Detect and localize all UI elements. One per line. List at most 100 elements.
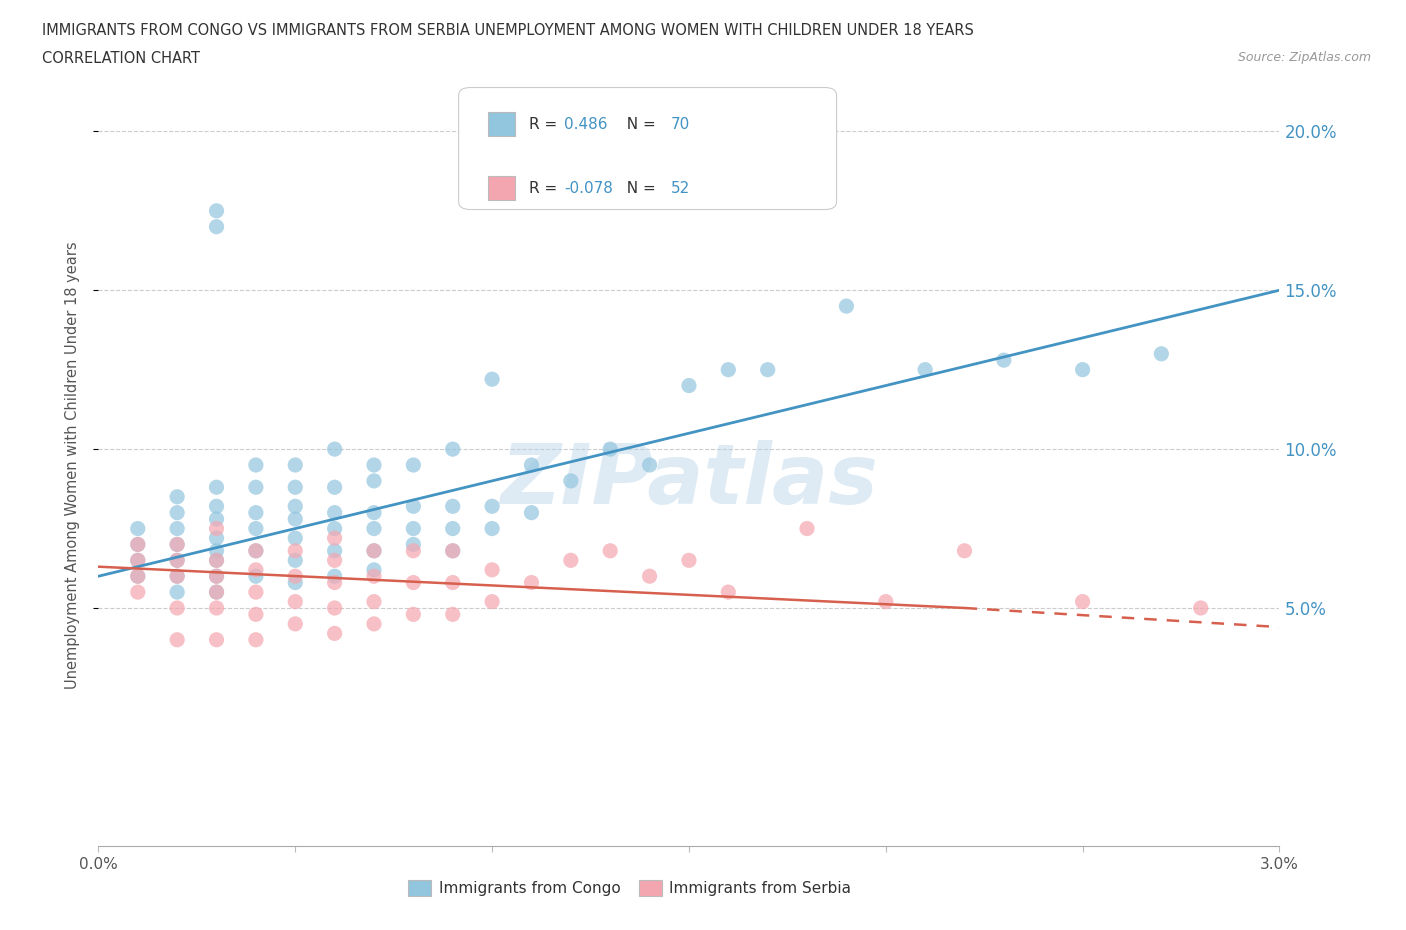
Point [323,505,346,520]
Point [245,569,267,584]
Point [323,601,346,616]
Point [127,553,149,568]
Point [323,626,346,641]
Text: R =: R = [529,116,562,132]
Point [363,569,385,584]
Point [363,505,385,520]
Point [402,498,425,513]
Point [323,569,346,584]
Point [717,585,740,600]
Point [402,607,425,622]
Point [245,585,267,600]
Point [127,537,149,551]
Point [402,543,425,558]
Text: 52: 52 [671,180,690,195]
Point [441,575,464,590]
Point [323,543,346,558]
Point [284,531,307,546]
Point [166,553,188,568]
Point [127,569,149,584]
Point [127,569,149,584]
Point [323,480,346,495]
Point [284,543,307,558]
Point [245,543,267,558]
Point [323,553,346,568]
Point [481,372,503,387]
Point [166,505,188,520]
Point [284,458,307,472]
Point [166,553,188,568]
Point [205,585,228,600]
Point [402,458,425,472]
Point [205,531,228,546]
Point [678,379,700,393]
Point [284,498,307,513]
Text: 0.486: 0.486 [564,116,607,132]
Text: CORRELATION CHART: CORRELATION CHART [42,51,200,66]
Point [520,458,543,472]
Point [1071,594,1094,609]
Point [205,204,228,219]
Point [481,498,503,513]
Text: IMMIGRANTS FROM CONGO VS IMMIGRANTS FROM SERBIA UNEMPLOYMENT AMONG WOMEN WITH CH: IMMIGRANTS FROM CONGO VS IMMIGRANTS FROM… [42,23,974,38]
Bar [488,112,515,137]
Point [127,537,149,551]
Point [993,352,1015,367]
Point [245,505,267,520]
Point [481,594,503,609]
Text: 70: 70 [671,116,690,132]
Point [599,543,621,558]
Point [166,521,188,536]
Point [638,458,661,472]
Point [245,458,267,472]
Point [205,632,228,647]
Point [363,617,385,631]
Point [441,521,464,536]
Text: ZIPatlas: ZIPatlas [501,440,877,521]
Point [284,569,307,584]
Point [205,521,228,536]
Point [284,594,307,609]
Point [284,553,307,568]
Point [284,512,307,526]
Point [796,521,818,536]
Text: N =: N = [617,116,661,132]
Point [205,480,228,495]
Point [205,569,228,584]
Point [205,553,228,568]
Point [245,543,267,558]
Point [441,498,464,513]
FancyBboxPatch shape [458,87,837,209]
Point [323,521,346,536]
Point [205,498,228,513]
Point [363,594,385,609]
Text: N =: N = [617,180,661,195]
Point [599,442,621,457]
Text: Source: ZipAtlas.com: Source: ZipAtlas.com [1237,51,1371,64]
Point [127,553,149,568]
Point [166,632,188,647]
Point [363,563,385,578]
Point [520,575,543,590]
Point [1189,601,1212,616]
Point [245,632,267,647]
Point [756,363,779,378]
Point [245,480,267,495]
Point [205,553,228,568]
Point [323,575,346,590]
Point [166,569,188,584]
Point [402,537,425,551]
Point [363,521,385,536]
Y-axis label: Unemployment Among Women with Children Under 18 years: Unemployment Among Women with Children U… [65,241,80,689]
Bar [488,176,515,200]
Point [678,553,700,568]
Point [166,569,188,584]
Point [638,569,661,584]
Point [205,585,228,600]
Point [205,543,228,558]
Point [245,521,267,536]
Point [441,543,464,558]
Point [205,569,228,584]
Point [127,521,149,536]
Point [481,521,503,536]
